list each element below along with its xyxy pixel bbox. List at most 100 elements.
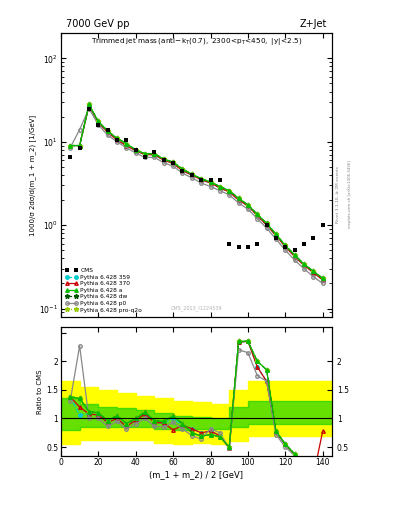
Pythia 6.428 pro-q2o <box>302 261 307 267</box>
Pythia 6.428 370 <box>96 119 101 125</box>
Pythia 6.428 a <box>320 275 325 282</box>
Pythia 6.428 370 <box>311 269 316 275</box>
Pythia 6.428 dw <box>133 147 138 153</box>
Pythia 6.428 370 <box>189 172 194 178</box>
Pythia 6.428 p0 <box>115 139 119 145</box>
Line: Pythia 6.428 pro-q2o: Pythia 6.428 pro-q2o <box>68 102 325 281</box>
CMS <box>189 172 194 178</box>
Pythia 6.428 359 <box>189 172 194 178</box>
Pythia 6.428 370 <box>255 212 260 219</box>
Pythia 6.428 pro-q2o <box>180 166 185 172</box>
Pythia 6.428 dw <box>143 151 147 157</box>
Pythia 6.428 p0 <box>311 274 316 280</box>
Pythia 6.428 dw <box>283 242 288 248</box>
Pythia 6.428 pro-q2o <box>162 156 166 162</box>
Pythia 6.428 dw <box>208 179 213 185</box>
Pythia 6.428 370 <box>199 177 204 183</box>
Pythia 6.428 370 <box>180 167 185 174</box>
Pythia 6.428 pro-q2o <box>77 142 82 148</box>
Pythia 6.428 pro-q2o <box>264 220 269 226</box>
CMS <box>86 105 91 112</box>
Pythia 6.428 p0 <box>217 187 222 194</box>
Pythia 6.428 a <box>96 118 101 124</box>
Pythia 6.428 359 <box>77 142 82 148</box>
CMS <box>320 222 325 228</box>
Pythia 6.428 370 <box>77 142 82 148</box>
Pythia 6.428 370 <box>292 253 297 260</box>
Pythia 6.428 p0 <box>274 236 278 242</box>
Pythia 6.428 p0 <box>124 144 129 151</box>
Pythia 6.428 pro-q2o <box>199 176 204 182</box>
Y-axis label: Ratio to CMS: Ratio to CMS <box>37 369 43 414</box>
CMS <box>208 177 213 183</box>
Pythia 6.428 a <box>152 151 157 157</box>
CMS <box>283 244 288 250</box>
Pythia 6.428 pro-q2o <box>105 128 110 134</box>
Pythia 6.428 370 <box>274 232 278 239</box>
Pythia 6.428 pro-q2o <box>96 118 101 124</box>
Pythia 6.428 pro-q2o <box>124 141 129 147</box>
Pythia 6.428 a <box>105 128 110 134</box>
Pythia 6.428 370 <box>264 222 269 228</box>
Pythia 6.428 370 <box>124 142 129 148</box>
Pythia 6.428 359 <box>236 197 241 203</box>
Pythia 6.428 359 <box>143 152 147 158</box>
Pythia 6.428 370 <box>246 203 250 209</box>
Pythia 6.428 a <box>208 179 213 185</box>
Pythia 6.428 a <box>180 166 185 172</box>
CMS <box>236 244 241 250</box>
Pythia 6.428 359 <box>311 269 316 275</box>
Pythia 6.428 dw <box>199 176 204 182</box>
Pythia 6.428 pro-q2o <box>227 187 231 194</box>
Pythia 6.428 359 <box>180 167 185 174</box>
CMS <box>68 154 73 160</box>
Pythia 6.428 a <box>292 252 297 258</box>
Pythia 6.428 dw <box>246 202 250 208</box>
Pythia 6.428 370 <box>320 277 325 283</box>
CMS <box>217 177 222 183</box>
Pythia 6.428 a <box>246 202 250 208</box>
Pythia 6.428 dw <box>189 171 194 177</box>
Pythia 6.428 a <box>255 211 260 217</box>
Pythia 6.428 a <box>217 183 222 189</box>
Pythia 6.428 pro-q2o <box>283 242 288 248</box>
Pythia 6.428 370 <box>105 129 110 135</box>
Pythia 6.428 p0 <box>199 180 204 186</box>
Pythia 6.428 370 <box>86 103 91 109</box>
Pythia 6.428 370 <box>208 180 213 186</box>
Pythia 6.428 dw <box>255 211 260 217</box>
Pythia 6.428 p0 <box>246 206 250 212</box>
X-axis label: (m_1 + m_2) / 2 [GeV]: (m_1 + m_2) / 2 [GeV] <box>149 470 244 479</box>
Pythia 6.428 pro-q2o <box>143 151 147 157</box>
Pythia 6.428 a <box>124 141 129 147</box>
Pythia 6.428 pro-q2o <box>292 252 297 258</box>
Pythia 6.428 370 <box>236 197 241 203</box>
Pythia 6.428 dw <box>68 142 73 148</box>
Pythia 6.428 359 <box>227 189 231 195</box>
Pythia 6.428 a <box>77 142 82 148</box>
Pythia 6.428 a <box>115 135 119 141</box>
CMS <box>274 235 278 241</box>
Pythia 6.428 p0 <box>162 160 166 166</box>
CMS <box>124 137 129 143</box>
Pythia 6.428 359 <box>199 177 204 183</box>
Pythia 6.428 pro-q2o <box>236 195 241 201</box>
Pythia 6.428 p0 <box>208 183 213 189</box>
Pythia 6.428 dw <box>292 252 297 258</box>
CMS <box>96 122 101 128</box>
Pythia 6.428 dw <box>105 128 110 134</box>
Pythia 6.428 pro-q2o <box>274 231 278 237</box>
Pythia 6.428 p0 <box>283 247 288 253</box>
Line: Pythia 6.428 dw: Pythia 6.428 dw <box>68 102 325 281</box>
Pythia 6.428 dw <box>124 141 129 147</box>
Pythia 6.428 p0 <box>96 122 101 128</box>
Text: Rivet 3.1.10, ≥ 2M events: Rivet 3.1.10, ≥ 2M events <box>336 166 340 223</box>
CMS <box>199 177 204 183</box>
Pythia 6.428 359 <box>133 147 138 154</box>
CMS <box>311 235 316 241</box>
Pythia 6.428 pro-q2o <box>311 268 316 274</box>
Pythia 6.428 359 <box>124 142 129 148</box>
Pythia 6.428 359 <box>86 103 91 109</box>
Pythia 6.428 359 <box>283 244 288 250</box>
Pythia 6.428 dw <box>171 159 176 165</box>
